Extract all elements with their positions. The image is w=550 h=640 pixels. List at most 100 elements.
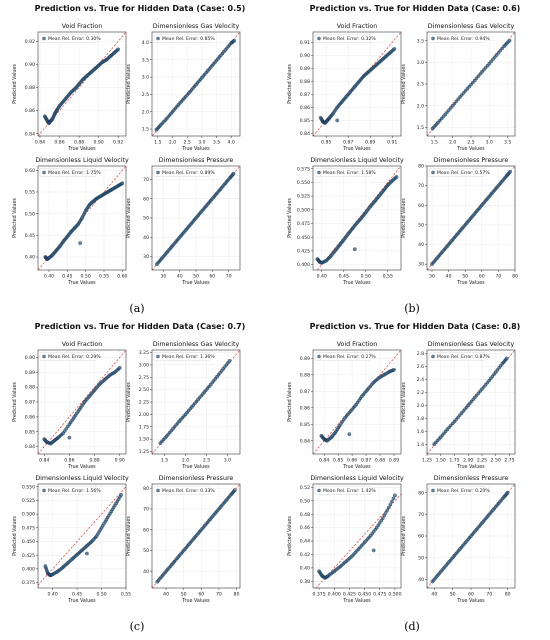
subplot-title: Dimensionless Pressure (159, 475, 234, 482)
data-point-interp (390, 499, 394, 504)
data-point-interp (391, 496, 396, 501)
y-tick-label: 0.84 (300, 131, 310, 137)
subplot-1: 0.84 0.86 0.88 0.90 0.92 0.84 0.86 0.88 0.90 0.92… (12, 23, 127, 152)
y-axis-label: Predicted Values (401, 64, 407, 104)
x-tick-label: 40 (431, 592, 437, 598)
x-tick-label: 3.0 (224, 458, 231, 464)
legend-marker (42, 488, 46, 493)
legend-box (39, 168, 97, 177)
y-tick-label: 0.45 (25, 233, 35, 239)
legend-label: Mean Rel. Error: 0.33% (162, 488, 215, 494)
x-tick-label: 0.45 (62, 274, 72, 280)
data-point (78, 241, 82, 245)
legend-label: Mean Rel. Error: 0.30% (48, 36, 101, 42)
legend-marker (317, 354, 321, 359)
data-point (67, 435, 72, 440)
y-tick-label: 2.4 (417, 377, 424, 383)
y-tick-label: 1.8 (417, 416, 424, 422)
y-tick-label: 0.46 (300, 525, 310, 531)
plot-frame (312, 31, 402, 137)
x-axis-label: True Values (67, 280, 96, 286)
x-tick-label: 2.25 (477, 458, 487, 464)
y-tick-label: 0.44 (300, 539, 310, 545)
legend-label: Mean Rel. Error: 0.57% (437, 170, 490, 176)
y-tick-label: 0.90 (25, 62, 35, 68)
x-tick-label: 0.84 (319, 458, 329, 464)
x-tick-label: 0.45 (72, 592, 82, 598)
legend-label: Mean Rel. Error: 1.58% (323, 170, 376, 176)
data-point (380, 516, 385, 521)
x-tick-label: 2.00 (463, 458, 473, 464)
y-axis-label: Predicted Values (12, 516, 18, 556)
y-tick-label: 1.5 (142, 127, 149, 133)
panel-title: Prediction vs. True for Hidden Data (Cas… (310, 4, 521, 13)
x-tick-label: 50 (181, 592, 187, 598)
data-point (387, 505, 391, 510)
subplot-title: Void Fraction (337, 341, 378, 348)
subplot-1: 0.85 0.87 0.89 0.91 0.84 0.85 0.86 0.87 0.88 0.89… (287, 23, 402, 152)
subplot-2: 1.5 2.0 2.5 3.0 1.25 1.50 1.75 2.00 2.25 2.50 2.75… (126, 341, 241, 470)
y-tick-label: 0.40 (25, 255, 35, 261)
x-tick-label: 30 (429, 274, 435, 280)
y-tick-label: 3.5 (142, 57, 149, 63)
y-tick-label: 1.6 (417, 429, 424, 435)
legend-box (153, 168, 211, 177)
legend-label: Mean Rel. Error: 0.89% (162, 170, 215, 176)
subplot-title: Dimensionless Liquid Velocity (310, 157, 404, 164)
y-tick-label: 0.475 (22, 525, 35, 531)
y-tick-label: 70 (143, 177, 149, 183)
data-point (504, 356, 509, 361)
panel-title: Prediction vs. True for Hidden Data (Cas… (35, 4, 246, 13)
data-point (392, 47, 397, 51)
x-tick-label: 0.50 (96, 592, 106, 598)
y-tick-label: 2.5 (417, 82, 424, 88)
y-tick-label: 2.6 (417, 364, 424, 370)
y-axis-label: Predicted Values (287, 198, 293, 238)
subplot-2: 1.5 2.0 2.5 3.0 3.5 4.0 1.5 2.0 2.5 3.0 3.5 4.0 Dime… (126, 23, 241, 152)
x-tick-label: 0.91 (387, 140, 397, 146)
legend-marker (317, 488, 321, 493)
legend-marker (431, 354, 435, 359)
x-tick-label: 0.84 (35, 140, 45, 146)
x-axis-label: True Values (342, 598, 371, 604)
subplot-title: Void Fraction (337, 23, 378, 30)
y-tick-label: 0.425 (297, 248, 310, 254)
y-tick-label: 0.84 (25, 444, 35, 450)
x-tick-label: 0.85 (321, 140, 331, 146)
data-point-interp (382, 513, 387, 518)
x-tick-label: 0.90 (115, 458, 125, 464)
y-tick-label: 30 (143, 254, 149, 260)
y-tick-label: 50 (418, 555, 424, 561)
y-tick-label: 0.88 (300, 372, 310, 378)
y-tick-label: 0.450 (297, 235, 310, 241)
y-tick-label: 0.88 (25, 385, 35, 391)
legend-marker (42, 354, 46, 359)
legend-box (39, 34, 97, 43)
plot-frame (312, 483, 402, 589)
y-tick-label: 0.55 (25, 190, 35, 196)
legend-label: Mean Rel. Error: 1.36% (162, 354, 215, 360)
legend-label: Mean Rel. Error: 0.94% (437, 36, 490, 42)
x-axis-label: True Values (181, 598, 210, 604)
x-axis-label: True Values (456, 464, 485, 470)
subplot-title: Dimensionless Gas Velocity (153, 341, 240, 348)
x-tick-label: 1.50 (436, 458, 446, 464)
x-tick-label: 60 (468, 592, 474, 598)
data-point (232, 38, 236, 43)
plot-area (313, 166, 401, 270)
x-tick-label: 2.0 (182, 458, 189, 464)
legend-marker (431, 488, 435, 493)
x-tick-label: 0.40 (48, 592, 58, 598)
subplot-3: 0.375 0.400 0.425 0.450 0.475 0.500 0.38 0.40 0.… (287, 475, 404, 604)
y-tick-label: 0.87 (25, 400, 35, 406)
chart-panel-2: Prediction vs. True for Hidden Data (Cas… (287, 4, 520, 315)
legend-box (153, 486, 211, 495)
y-tick-label: 1.50 (139, 437, 149, 443)
x-tick-label: 80 (505, 592, 511, 598)
x-tick-label: 0.425 (343, 592, 356, 598)
y-tick-label: 0.86 (25, 414, 35, 420)
subplot-title: Dimensionless Liquid Velocity (35, 475, 129, 482)
legend-marker (156, 354, 160, 359)
y-axis-label: Predicted Values (287, 382, 293, 422)
